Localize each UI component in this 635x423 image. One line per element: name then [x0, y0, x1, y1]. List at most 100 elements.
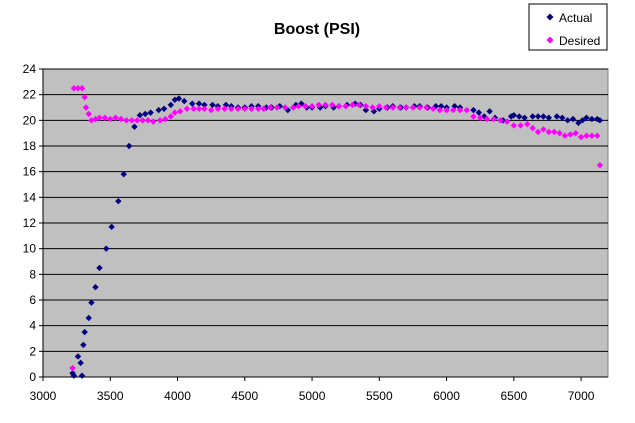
data-point-desired — [101, 114, 109, 121]
data-point-desired — [403, 104, 410, 111]
data-point-desired — [429, 105, 437, 112]
data-point-desired — [183, 105, 191, 112]
data-point-actual — [70, 372, 78, 379]
y-tick-label: 12 — [23, 216, 37, 230]
data-point-desired — [416, 104, 423, 111]
y-tick-label: 20 — [23, 113, 37, 127]
y-tick-label: 14 — [23, 190, 37, 204]
data-point-actual — [475, 109, 483, 116]
data-point-actual — [147, 109, 154, 116]
data-point-actual — [74, 353, 82, 360]
x-tick-label: 4500 — [231, 389, 258, 403]
data-point-desired — [376, 103, 383, 110]
data-point-actual — [78, 372, 86, 379]
data-point-desired — [260, 105, 267, 112]
data-point-desired — [195, 105, 203, 112]
data-point-desired — [529, 124, 536, 132]
data-point-desired — [362, 103, 370, 110]
data-point-desired — [290, 104, 297, 111]
data-series — [69, 85, 604, 379]
data-point-desired — [70, 85, 78, 92]
data-point-actual — [507, 113, 515, 120]
data-point-actual — [564, 117, 571, 124]
legend-marker-actual — [546, 13, 554, 21]
data-point-actual — [160, 105, 168, 112]
data-point-desired — [342, 103, 349, 110]
data-point-actual — [96, 264, 103, 272]
data-point-actual — [195, 100, 203, 107]
data-point-actual — [588, 115, 596, 123]
data-point-actual — [575, 119, 582, 127]
data-point-desired — [96, 114, 103, 121]
data-point-actual — [470, 106, 477, 114]
data-point-desired — [490, 115, 497, 123]
data-point-desired — [470, 113, 477, 120]
data-point-actual — [545, 114, 553, 121]
data-point-actual — [136, 112, 144, 119]
data-point-actual — [81, 328, 88, 336]
y-tick-label: 0 — [29, 370, 36, 384]
x-tick-label: 5500 — [366, 389, 393, 403]
data-point-desired — [567, 131, 574, 138]
y-tick-label: 10 — [23, 242, 37, 256]
x-tick-label: 3000 — [30, 389, 57, 403]
data-point-desired — [255, 105, 262, 112]
x-tick-label: 5000 — [299, 389, 326, 403]
data-point-desired — [335, 103, 343, 110]
data-point-actual — [131, 123, 138, 130]
data-point-actual — [516, 113, 523, 120]
data-point-desired — [228, 105, 235, 112]
data-point-desired — [477, 114, 484, 121]
data-point-desired — [167, 113, 174, 120]
data-point-actual — [559, 114, 566, 121]
data-point-desired — [355, 101, 363, 109]
data-point-desired — [123, 117, 130, 124]
data-point-desired — [302, 103, 309, 110]
data-point-desired — [88, 117, 95, 124]
data-point-desired — [524, 120, 531, 128]
data-point-desired — [139, 117, 146, 124]
data-point-desired — [577, 133, 585, 141]
data-point-desired — [267, 104, 274, 111]
data-point-desired — [69, 364, 76, 372]
data-point-desired — [308, 103, 316, 110]
y-tick-label: 8 — [29, 267, 36, 281]
data-point-actual — [529, 113, 536, 120]
data-point-desired — [281, 104, 289, 111]
data-point-desired — [450, 106, 457, 114]
data-point-desired — [596, 162, 604, 169]
legend-label-actual: Actual — [559, 11, 592, 25]
data-point-desired — [190, 105, 197, 112]
data-point-desired — [349, 101, 356, 109]
data-point-desired — [156, 117, 164, 124]
data-point-desired — [550, 128, 558, 136]
y-tick-label: 4 — [29, 319, 36, 333]
data-point-desired — [503, 118, 511, 125]
data-point-desired — [329, 101, 336, 109]
y-tick-label: 6 — [29, 293, 36, 307]
data-point-desired — [241, 105, 248, 112]
data-point-actual — [175, 95, 183, 102]
data-point-actual — [362, 106, 370, 114]
data-point-desired — [128, 117, 135, 124]
axes — [39, 68, 608, 381]
data-point-actual — [521, 114, 528, 121]
data-point-actual — [596, 117, 604, 124]
data-point-actual — [103, 245, 110, 252]
data-point-actual — [120, 171, 127, 178]
data-point-desired — [107, 115, 114, 123]
data-point-desired — [517, 122, 524, 129]
data-point-desired — [248, 105, 255, 112]
data-point-actual — [553, 113, 561, 120]
data-point-desired — [273, 104, 281, 111]
data-point-desired — [315, 101, 322, 109]
data-point-desired — [540, 126, 547, 133]
x-tick-label: 7000 — [568, 389, 595, 403]
series-desired — [69, 85, 604, 372]
x-tick-label: 3500 — [97, 389, 124, 403]
data-point-desired — [171, 109, 179, 116]
x-axis-tick-labels: 3000 3500 4000 4500 5000 5500 6000 6500 7000 — [30, 389, 595, 403]
data-point-desired — [382, 104, 390, 111]
